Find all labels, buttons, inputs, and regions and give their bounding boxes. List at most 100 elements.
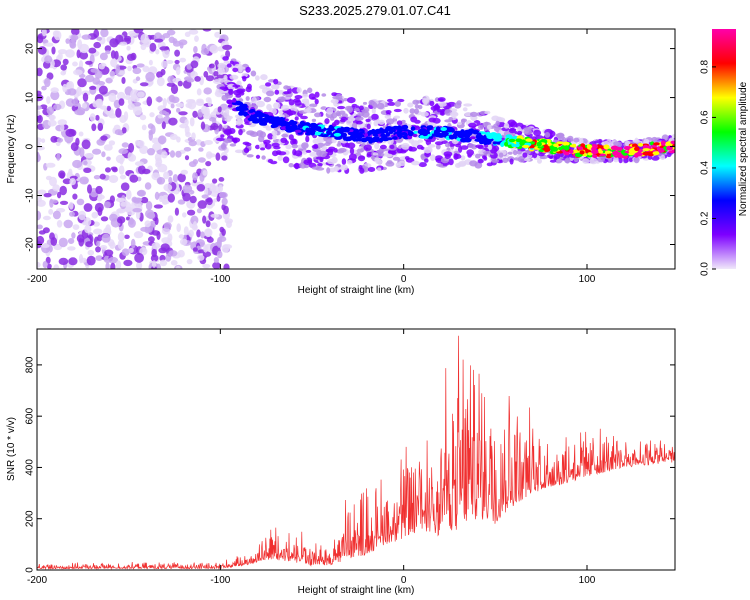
spectrogram-cell — [438, 98, 444, 102]
spectrogram-cell — [69, 178, 76, 186]
spectrogram-ridge-cell — [665, 141, 671, 146]
spectrogram-cell — [357, 155, 366, 162]
spectrogram-ridge-cell — [442, 131, 448, 135]
spectrogram-cell — [495, 120, 500, 126]
spectrogram-cell — [63, 219, 73, 229]
spectrogram-cell — [478, 124, 484, 130]
spectrogram-cell — [106, 156, 111, 161]
spectrogram-cell — [136, 190, 145, 197]
spectrogram-cell — [37, 210, 42, 221]
spectrogram-cell — [468, 143, 475, 149]
spectrogram-cell — [223, 74, 228, 82]
spectrogram-cell — [58, 170, 66, 179]
spectrogram-cell — [57, 119, 68, 126]
spectrogram-cell — [437, 108, 442, 113]
spectrogram-cell — [326, 158, 336, 165]
spectrogram-cell — [166, 60, 174, 64]
spectrogram-cell — [280, 104, 290, 111]
snr-x-tick-label: -200 — [27, 575, 47, 586]
snr-frame — [36, 328, 676, 571]
spectrogram-cell — [216, 250, 223, 259]
spectrogram-cell — [170, 103, 175, 109]
spectrogram-cell — [126, 53, 136, 61]
spectrogram-ridge-cell — [514, 143, 520, 148]
spectrogram-cell — [393, 115, 401, 119]
spectrogram-cell — [124, 35, 132, 42]
spectrogram-cell — [77, 39, 83, 50]
spectrogram-cell — [385, 161, 395, 167]
spectrogram-cell — [110, 50, 116, 59]
spectrogram-cell — [153, 204, 163, 209]
spectrogram-cell — [114, 129, 123, 136]
spectrogram-cell — [171, 96, 180, 104]
spectrogram-cell — [81, 34, 92, 40]
spectrogram-cell — [120, 182, 130, 191]
spectrogram-cell — [484, 110, 491, 115]
spectrogram-cell — [221, 155, 228, 161]
spectrogram-cell — [304, 100, 310, 107]
spectrogram-ridge-cell — [333, 132, 342, 137]
spectrogram-cell — [54, 30, 62, 41]
spectrogram-x-label: Height of straight line (km) — [298, 285, 415, 296]
spectrogram-cell — [229, 74, 239, 80]
spectrogram-cell — [226, 63, 232, 68]
spectrogram-cell — [104, 45, 112, 52]
spectrogram-cell — [145, 201, 153, 211]
spectrogram-cell — [303, 108, 312, 113]
spectrogram-cell — [359, 147, 365, 153]
spectrogram-cell — [147, 148, 155, 156]
spectrogram-ridge-cell — [634, 146, 640, 151]
spectrogram-cell — [162, 98, 167, 108]
spectrogram-cell — [367, 167, 376, 172]
spectrogram-cell — [151, 260, 157, 268]
spectrogram-cell — [163, 183, 173, 192]
spectrogram-ridge-cell — [305, 127, 310, 133]
spectrogram-cell — [96, 196, 103, 202]
spectrogram-cell — [190, 60, 199, 69]
spectrogram-cell — [124, 94, 131, 100]
spectrogram-cell — [186, 78, 195, 83]
spectrogram-cell — [373, 120, 379, 127]
spectrogram-cell — [192, 247, 198, 252]
spectrogram-cell — [522, 152, 528, 158]
spectrogram-ridge-cell — [616, 152, 622, 158]
spectrogram-cell — [412, 99, 420, 105]
spectrogram-cell — [65, 128, 75, 137]
snr-x-ticks: -200 -100 0 100 — [27, 329, 596, 586]
spectrogram-cell — [68, 201, 74, 210]
spectrogram-ridge-cell — [618, 147, 623, 151]
spectrogram-cell — [92, 221, 100, 227]
spectrogram-cell — [161, 121, 166, 130]
spectrogram-cell — [170, 260, 178, 266]
snr-x-tick-label: 0 — [401, 575, 407, 586]
spectrogram-cell — [366, 123, 371, 130]
spectrogram-cell — [482, 155, 487, 160]
spectrogram-cell — [150, 124, 156, 135]
spectrogram-cell — [365, 118, 371, 123]
spectrogram-cell — [37, 152, 40, 162]
spectrogram-cell — [128, 247, 134, 253]
spectrogram-cell — [134, 161, 145, 167]
spectrogram-cell — [238, 66, 246, 70]
spectrogram-cell — [130, 238, 136, 249]
spectrogram-cell — [421, 97, 430, 105]
spectrogram-cell — [70, 142, 79, 152]
spectrogram-cell — [202, 112, 212, 120]
spectrogram-cell — [477, 158, 484, 164]
spectrogram-cell — [73, 97, 79, 107]
spectrogram-ridge-cell — [433, 131, 440, 137]
spectrogram-ridge-cell — [563, 152, 570, 156]
spectrogram-cell — [454, 102, 462, 109]
spectrogram-cell — [217, 66, 225, 76]
spectrogram-cell — [326, 167, 331, 174]
spectrogram-cell — [281, 133, 289, 138]
spectrogram-cell — [72, 193, 78, 200]
spectrogram-cell — [363, 144, 372, 151]
spectrogram-y-tick-label: 0 — [25, 143, 36, 149]
spectrogram-cell — [217, 89, 224, 94]
spectrogram-cell — [401, 142, 410, 150]
spectrogram-cell — [43, 193, 52, 198]
spectrogram-cell — [223, 138, 233, 144]
spectrogram-ridge-cell — [622, 152, 628, 156]
spectrogram-cell — [214, 31, 221, 38]
